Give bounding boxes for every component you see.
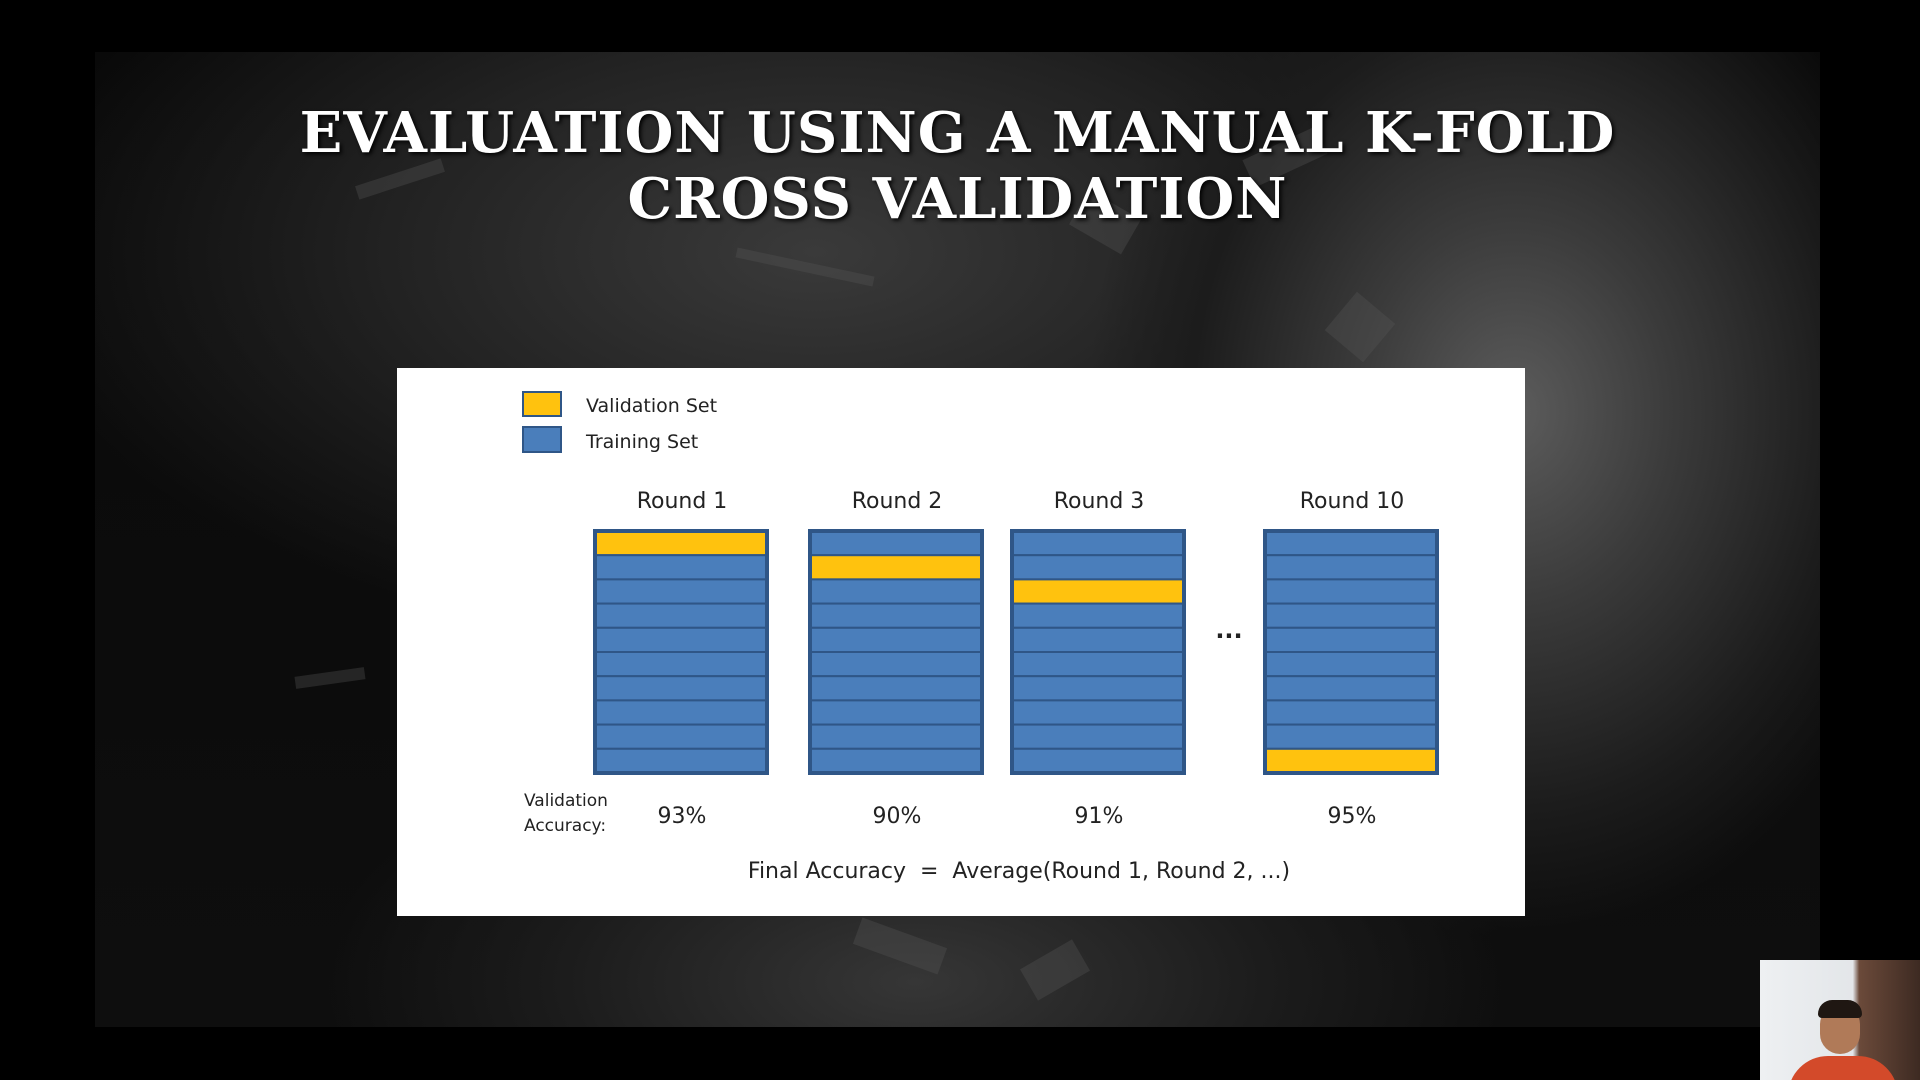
diagram-canvas: Validation Set Training Set Round 1 Roun… bbox=[522, 391, 1439, 884]
validation-accuracy-label-line-1: Validation bbox=[524, 791, 608, 811]
training-fold bbox=[809, 699, 983, 726]
training-fold bbox=[1011, 675, 1185, 702]
training-fold bbox=[594, 699, 768, 726]
round-label-2: Round 2 bbox=[852, 489, 943, 514]
training-fold bbox=[1011, 554, 1185, 581]
round-stack-1 bbox=[593, 529, 769, 775]
accuracy-value-3: 91% bbox=[1075, 804, 1124, 829]
legend-validation-swatch bbox=[522, 391, 562, 417]
accuracy-value-1: 93% bbox=[658, 804, 707, 829]
round-stack-2 bbox=[808, 529, 984, 775]
legend-training-label: Training Set bbox=[585, 431, 698, 453]
presenter-webcam bbox=[1760, 960, 1920, 1080]
training-fold bbox=[1011, 747, 1185, 775]
training-fold bbox=[1264, 699, 1438, 726]
round-stack-4 bbox=[1263, 529, 1439, 775]
slide-title-line-1: EVALUATION USING A MANUAL K-FOLD bbox=[299, 100, 1616, 166]
training-fold bbox=[1264, 554, 1438, 581]
training-fold bbox=[594, 578, 768, 605]
presenter-shirt bbox=[1788, 1056, 1898, 1080]
presenter-hair bbox=[1818, 1000, 1862, 1018]
round-label-1: Round 1 bbox=[637, 489, 728, 514]
training-fold bbox=[809, 626, 983, 654]
training-fold bbox=[809, 530, 983, 557]
slide-title: EVALUATION USING A MANUAL K-FOLD CROSS V… bbox=[95, 100, 1820, 232]
legend: Validation Set Training Set bbox=[522, 391, 717, 453]
final-accuracy-formula: Final Accuracy = Average(Round 1, Round … bbox=[748, 859, 1290, 884]
legend-validation-label: Validation Set bbox=[586, 395, 717, 417]
round-stack-border bbox=[808, 529, 984, 775]
training-fold bbox=[1264, 530, 1438, 557]
training-fold bbox=[809, 651, 983, 678]
cross-validation-diagram: Validation Set Training Set Round 1 Roun… bbox=[397, 368, 1525, 916]
validation-accuracy-label: Validation Accuracy: bbox=[524, 791, 613, 836]
training-fold bbox=[1264, 675, 1438, 702]
training-fold bbox=[809, 747, 983, 775]
rounds-ellipsis: ... bbox=[1215, 616, 1242, 644]
training-fold bbox=[1011, 699, 1185, 726]
training-fold bbox=[1264, 602, 1438, 629]
validation-accuracy-label-line-2: Accuracy: bbox=[524, 816, 606, 836]
round-stack-border bbox=[1010, 529, 1186, 775]
training-fold bbox=[594, 626, 768, 654]
training-fold bbox=[1264, 626, 1438, 654]
training-fold bbox=[594, 554, 768, 581]
training-fold bbox=[809, 723, 983, 750]
training-fold bbox=[809, 578, 983, 605]
training-fold bbox=[1011, 530, 1185, 557]
accuracy-value-4: 95% bbox=[1328, 804, 1377, 829]
training-fold bbox=[1011, 651, 1185, 678]
training-fold bbox=[594, 723, 768, 750]
training-fold bbox=[1011, 626, 1185, 654]
round-label-4: Round 10 bbox=[1300, 489, 1405, 514]
training-fold bbox=[594, 602, 768, 629]
training-fold bbox=[809, 602, 983, 629]
training-fold bbox=[1264, 578, 1438, 605]
legend-training-swatch bbox=[522, 426, 562, 453]
round-label-3: Round 3 bbox=[1054, 489, 1145, 514]
training-fold bbox=[594, 747, 768, 775]
validation-fold bbox=[594, 530, 768, 557]
round-stack-border bbox=[593, 529, 769, 775]
training-fold bbox=[594, 651, 768, 678]
training-fold bbox=[1011, 602, 1185, 629]
accuracy-value-2: 90% bbox=[873, 804, 922, 829]
training-fold bbox=[1264, 651, 1438, 678]
slide: EVALUATION USING A MANUAL K-FOLD CROSS V… bbox=[95, 52, 1820, 1027]
training-fold bbox=[1011, 723, 1185, 750]
validation-fold bbox=[809, 554, 983, 581]
training-fold bbox=[1264, 723, 1438, 750]
training-fold bbox=[594, 675, 768, 702]
slide-title-line-2: CROSS VALIDATION bbox=[627, 166, 1288, 232]
validation-fold bbox=[1264, 747, 1438, 775]
validation-fold bbox=[1011, 578, 1185, 605]
round-stack-border bbox=[1263, 529, 1439, 775]
training-fold bbox=[809, 675, 983, 702]
round-stack-3 bbox=[1010, 529, 1186, 775]
